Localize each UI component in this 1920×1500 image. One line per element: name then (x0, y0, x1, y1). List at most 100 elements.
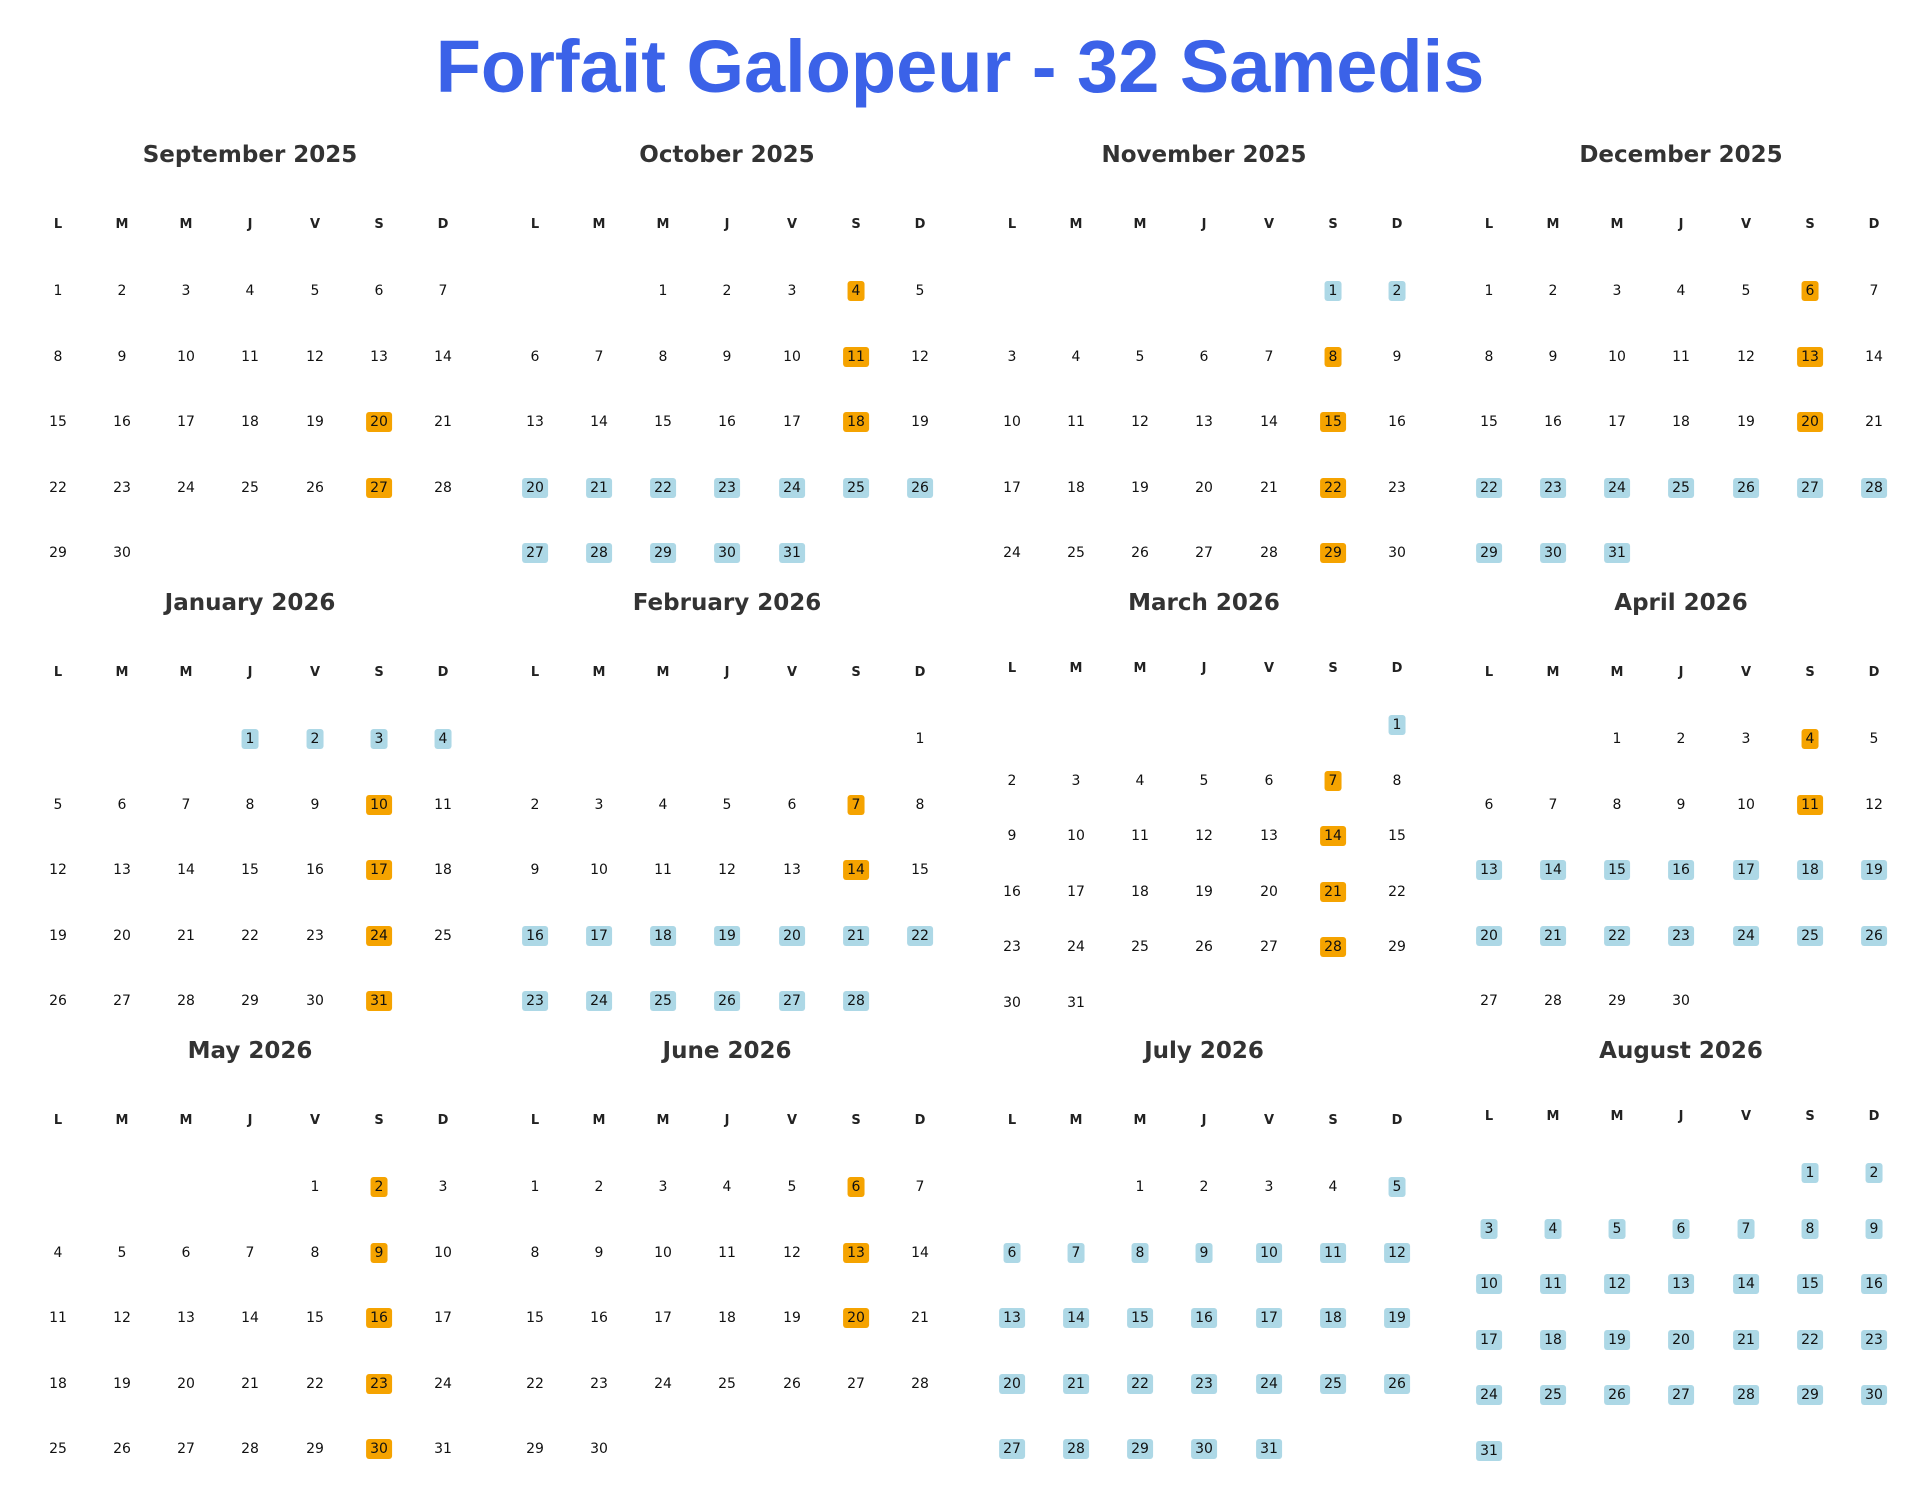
day-cell: 7 (181, 796, 191, 813)
day-cell: 24 (586, 991, 612, 1011)
weekday-label: S (1328, 661, 1338, 676)
day-cell: 31 (779, 543, 805, 563)
day-cell: 10 (434, 1244, 452, 1261)
day-cell: 6 (1484, 796, 1494, 813)
day-cell: 28 (911, 1375, 929, 1392)
weekday-label: M (1069, 661, 1083, 676)
day-cell: 7 (1869, 283, 1879, 299)
day-cell: 29 (650, 543, 676, 563)
day-cell: 19 (1384, 1308, 1410, 1328)
weekday-label: M (1610, 1109, 1624, 1124)
day-cell: 28 (241, 1441, 259, 1457)
day-cell: 8 (1131, 1242, 1149, 1263)
day-cell: 25 (718, 1375, 736, 1392)
day-cell: 25 (1668, 477, 1694, 498)
day-cell: 4 (658, 796, 668, 813)
day-cell: 10 (366, 794, 392, 815)
day-cell: 30 (1388, 545, 1406, 561)
month-calendar: May 2026 L M M J V S D 1 2 3 4 5 6 7 8 9 10 11 12 13 14 15 16 17… (25, 1038, 475, 1488)
day-cell: 2 (117, 283, 127, 299)
day-cell: 21 (911, 1310, 929, 1326)
day-cell: 21 (1260, 479, 1278, 496)
day-cell: 19 (911, 414, 929, 430)
day-cell: 19 (49, 927, 67, 944)
weekday-label: L (1007, 1113, 1017, 1128)
day-cell: 15 (654, 414, 672, 430)
day-cell: 17 (783, 414, 801, 430)
day-cell: 14 (1540, 860, 1566, 880)
day-cell: 4 (53, 1244, 63, 1261)
day-cell: 19 (1737, 414, 1755, 430)
day-cell: 18 (843, 412, 869, 432)
day-cell: 7 (1737, 1218, 1755, 1239)
day-cell: 22 (1476, 477, 1502, 498)
day-cell: 24 (366, 925, 392, 946)
day-cell: 6 (530, 348, 540, 365)
day-cell: 23 (366, 1373, 392, 1394)
weekday-label: L (1484, 665, 1494, 680)
day-cell: 29 (241, 993, 259, 1009)
day-cell: 23 (1861, 1329, 1887, 1350)
day-cell: 26 (1195, 939, 1213, 955)
day-cell: 5 (1388, 1177, 1406, 1197)
weekday-label: M (592, 217, 606, 232)
day-cell: 23 (1540, 477, 1566, 498)
day-cell: 6 (1003, 1242, 1021, 1263)
day-cell: 29 (49, 545, 67, 561)
day-cell: 28 (586, 543, 612, 563)
weekday-label: J (247, 217, 253, 232)
day-cell: 5 (53, 796, 63, 813)
month-calendar: September 2025 L M M J V S D 1 2 3 4 5 6 7 8 9 10 11 12 13 14… (25, 142, 475, 592)
month-title: August 2026 (1599, 1038, 1763, 1064)
day-cell: 3 (181, 283, 191, 299)
day-cell: 25 (843, 477, 869, 498)
day-cell: 5 (787, 1179, 797, 1195)
day-cell: 27 (999, 1439, 1025, 1459)
day-cell: 27 (366, 477, 392, 498)
day-cell: 19 (1861, 860, 1887, 880)
day-cell: 6 (1199, 348, 1209, 365)
day-cell: 12 (1604, 1274, 1630, 1294)
day-cell: 20 (1668, 1329, 1694, 1350)
day-cell: 26 (1384, 1373, 1410, 1394)
day-cell: 30 (1003, 994, 1021, 1011)
day-cell: 20 (779, 925, 805, 946)
month-calendar: January 2026 L M M J V S D 1 2 3 4 5 6 7 8 9 10 11 12 13 14 15… (25, 590, 475, 1040)
day-cell: 11 (434, 796, 452, 813)
day-cell: 8 (915, 796, 925, 813)
day-cell: 8 (53, 348, 63, 365)
day-cell: 6 (1801, 281, 1819, 301)
weekday-label: V (786, 665, 798, 680)
day-cell: 28 (1733, 1385, 1759, 1405)
month-title: March 2026 (1128, 590, 1280, 616)
weekday-label: J (247, 665, 253, 680)
day-cell: 29 (1608, 993, 1626, 1009)
day-cell: 20 (999, 1373, 1025, 1394)
day-cell: 18 (1797, 860, 1823, 880)
day-cell: 9 (594, 1244, 604, 1261)
day-cell: 10 (783, 348, 801, 365)
day-cell: 4 (722, 1179, 732, 1195)
day-cell: 7 (1548, 796, 1558, 813)
weekday-label: S (374, 1113, 384, 1128)
day-cell: 25 (1540, 1385, 1566, 1405)
day-cell: 14 (177, 862, 195, 878)
day-cell: 5 (1608, 1218, 1626, 1239)
weekday-label: M (1546, 665, 1560, 680)
day-cell: 9 (722, 348, 732, 365)
day-cell: 5 (1869, 731, 1879, 747)
day-cell: 13 (783, 862, 801, 878)
day-cell: 15 (1320, 412, 1346, 432)
weekday-label: M (656, 217, 670, 232)
day-cell: 11 (1672, 348, 1690, 365)
weekday-label: S (851, 217, 861, 232)
day-cell: 26 (1861, 925, 1887, 946)
weekday-label: M (1133, 217, 1147, 232)
day-cell: 8 (1484, 348, 1494, 365)
weekday-label: D (1868, 665, 1880, 680)
day-cell: 20 (1476, 925, 1502, 946)
day-cell: 26 (49, 993, 67, 1009)
day-cell: 10 (1737, 796, 1755, 813)
day-cell: 23 (590, 1375, 608, 1392)
day-cell: 21 (843, 925, 869, 946)
